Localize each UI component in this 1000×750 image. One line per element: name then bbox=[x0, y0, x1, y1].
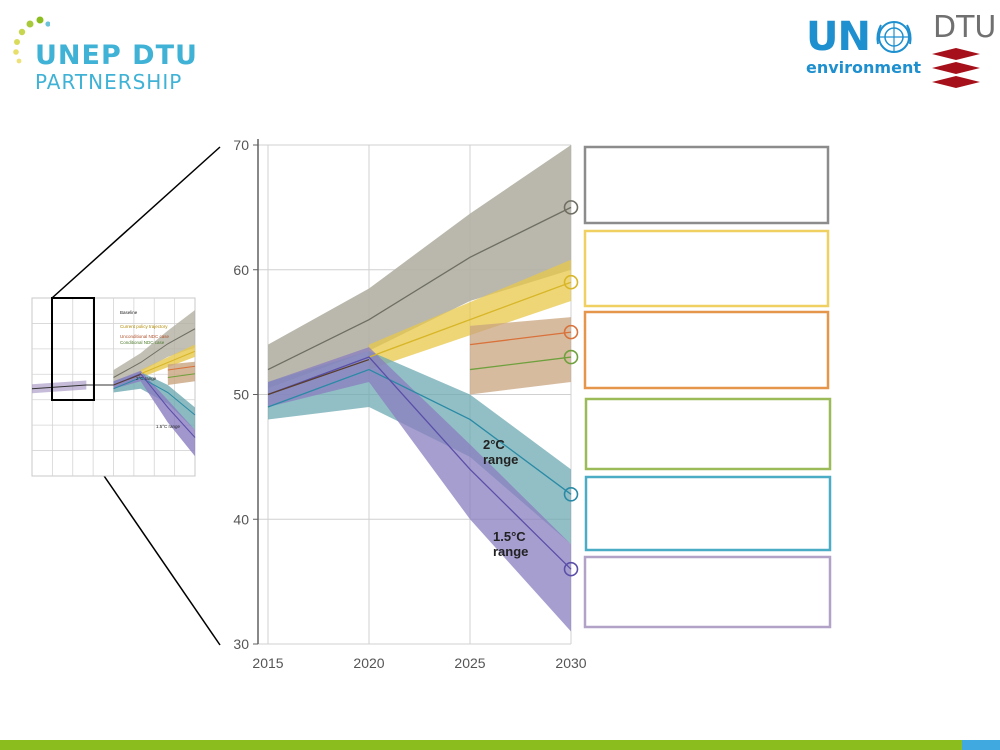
two-c-legend-box bbox=[584, 475, 832, 552]
conditional-ndc-line bbox=[469, 356, 572, 371]
mini-chart: Baseline Current policy trajectory Uncondi… bbox=[31, 297, 196, 477]
main-chart-end-markers bbox=[563, 200, 579, 577]
baseline-band bbox=[268, 145, 571, 389]
y-tick-label: 30 bbox=[233, 636, 249, 652]
zoom-line-top bbox=[51, 146, 221, 299]
mini-current-policy-line bbox=[140, 350, 196, 375]
mini-series-label: Baseline bbox=[120, 310, 138, 315]
unep-dtu-logo bbox=[10, 14, 210, 94]
footer-bar-green bbox=[0, 740, 962, 750]
end-marker bbox=[563, 274, 579, 290]
logo-subtitle: PARTNERSHIP bbox=[35, 70, 183, 94]
main-chart: 30 40 50 60 70 2015 2020 2025 2030 2°C range 1.5°C… bbox=[233, 137, 586, 671]
mini-series-label: Conditional NDC case bbox=[120, 340, 165, 345]
current-policy-band bbox=[369, 259, 571, 370]
mini-two-c-band bbox=[113, 371, 195, 430]
two-c-line bbox=[267, 368, 572, 495]
zoom-rectangle bbox=[51, 297, 95, 401]
mini-current-policy-band bbox=[140, 344, 195, 378]
mini-baseline-band bbox=[113, 310, 195, 384]
y-tick-label: 70 bbox=[233, 137, 249, 153]
end-marker bbox=[563, 561, 579, 577]
mini-series-label: Current policy trajectory bbox=[120, 324, 168, 329]
mini-one-five-c-band bbox=[113, 370, 195, 457]
y-tick-label: 60 bbox=[233, 262, 249, 278]
baseline-legend-box bbox=[583, 145, 830, 225]
legend-boxes bbox=[583, 145, 832, 629]
x-tick-label: 2025 bbox=[454, 655, 485, 671]
end-marker bbox=[563, 200, 579, 215]
un-emblem-icon bbox=[876, 21, 912, 53]
mini-series-label: Unconditional NDC case bbox=[120, 334, 170, 339]
main-chart-range-labels: 2°C range 1.5°C range bbox=[483, 437, 528, 559]
one-five-c-legend-box bbox=[583, 555, 832, 629]
mini-chart-bands bbox=[32, 310, 195, 457]
mini-unconditional-ndc-band bbox=[167, 361, 195, 385]
logo-title: UNEP DTU bbox=[35, 40, 198, 71]
current-policy-legend-box bbox=[583, 229, 830, 308]
unconditional-ndc-band bbox=[470, 317, 571, 395]
mini-unconditional-ndc-line bbox=[167, 365, 196, 371]
un-logo-text: UN bbox=[806, 14, 871, 60]
dtu-emblem-icon bbox=[932, 48, 980, 88]
mini-historical-line bbox=[113, 374, 141, 386]
one-five-c-band bbox=[268, 347, 571, 632]
main-chart-axes: 30 40 50 60 70 2015 2020 2025 2030 bbox=[233, 137, 586, 671]
y-tick-label: 50 bbox=[233, 387, 249, 403]
x-tick-label: 2020 bbox=[353, 655, 384, 671]
end-marker bbox=[563, 486, 579, 502]
range-label: 1.5°C range bbox=[493, 529, 528, 559]
mini-chart-lines bbox=[31, 328, 196, 438]
x-tick-label: 2015 bbox=[252, 655, 283, 671]
mini-series-label: 2°C range bbox=[136, 376, 157, 381]
mini-chart-labels: Baseline Current policy trajectory Uncondi… bbox=[120, 310, 181, 429]
mini-series-label: 1.5°C range bbox=[156, 424, 181, 429]
x-tick-label: 2030 bbox=[555, 655, 586, 671]
unconditional-ndc-legend-box bbox=[583, 310, 830, 390]
conditional-ndc-legend-box bbox=[584, 397, 832, 471]
mini-baseline-line bbox=[113, 328, 196, 378]
one-five-c-line bbox=[267, 356, 572, 570]
range-label: 2°C range bbox=[483, 437, 518, 467]
end-marker bbox=[563, 324, 579, 340]
two-c-band bbox=[268, 350, 571, 545]
baseline-line bbox=[267, 206, 572, 371]
end-marker bbox=[563, 349, 579, 365]
main-chart-lines bbox=[267, 206, 572, 570]
sunburst-dots-icon bbox=[13, 16, 50, 64]
mini-two-c-line bbox=[113, 376, 196, 416]
current-policy-line bbox=[368, 281, 572, 358]
un-logo-environment: environment bbox=[806, 58, 921, 77]
y-tick-label: 40 bbox=[233, 511, 249, 527]
unconditional-ndc-line bbox=[469, 331, 572, 346]
main-chart-bands bbox=[268, 145, 571, 632]
footer-bar-blue bbox=[962, 740, 1000, 750]
mini-historic-line bbox=[31, 384, 114, 390]
mini-conditional-ndc-line bbox=[167, 373, 196, 378]
historical-line bbox=[267, 358, 370, 396]
dtu-logo-text: DTU bbox=[933, 10, 997, 45]
